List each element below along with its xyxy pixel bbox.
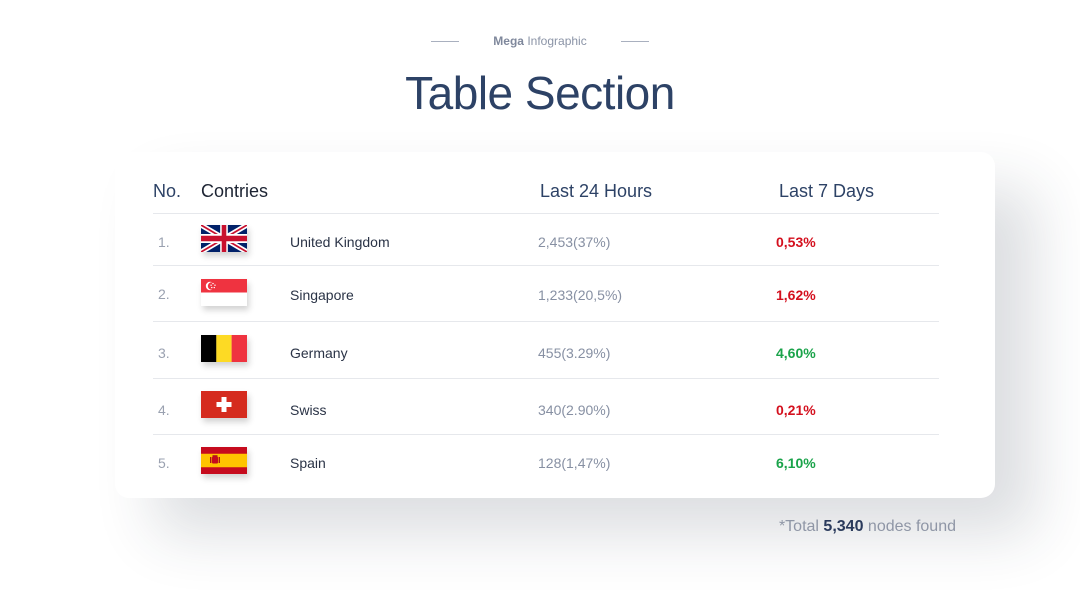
last7-value: 6,10%: [776, 455, 816, 471]
kicker-strong: Mega: [493, 34, 524, 48]
last24-value: 2,453(37%): [538, 234, 611, 250]
total-value: 5,340: [823, 518, 864, 535]
page-title: Table Section: [405, 67, 675, 119]
col-header-countries: Contries: [201, 181, 269, 201]
belgium-flag-icon: [201, 335, 247, 362]
last24-value: 1,233(20,5%): [538, 287, 623, 303]
col-header-last24: Last 24 Hours: [540, 181, 653, 201]
kicker-right-divider: [620, 40, 649, 42]
total-suffix: nodes found: [863, 518, 956, 535]
country-name: Singapore: [290, 287, 354, 303]
kicker-rest: Infographic: [527, 34, 587, 48]
last7-value: 0,53%: [776, 234, 816, 250]
table-header: No. Contries Last 24 Hours Last 7 Days: [153, 168, 939, 214]
uk-flag-icon: [201, 225, 247, 252]
table-card: [115, 152, 995, 498]
last24-value: 128(1,47%): [538, 455, 611, 471]
row-number: 5.: [158, 455, 170, 471]
table-row: 5. Spain 128(1,47%) 6,10%: [153, 435, 939, 491]
spain-flag-icon: [201, 447, 247, 474]
country-name: Germany: [290, 345, 348, 361]
country-name: United Kingdom: [290, 234, 390, 250]
singapore-flag-icon: [201, 279, 247, 306]
row-number: 2.: [158, 286, 170, 302]
total-summary: *Total 5,340 nodes found: [779, 518, 956, 536]
country-name: Swiss: [290, 402, 327, 418]
last7-value: 4,60%: [776, 345, 816, 361]
table-row: 4. Swiss 340(2.90%) 0,21%: [153, 379, 939, 435]
kicker: Mega Infographic: [0, 34, 1080, 48]
last7-value: 1,62%: [776, 287, 816, 303]
last24-value: 455(3.29%): [538, 345, 611, 361]
country-name: Spain: [290, 455, 326, 471]
kicker-text: Mega Infographic: [493, 34, 586, 48]
total-prefix: *Total: [778, 518, 824, 535]
data-table: No. Contries Last 24 Hours Last 7 Days 1…: [153, 168, 939, 491]
row-number: 1.: [158, 234, 170, 250]
row-number: 3.: [158, 345, 170, 361]
last7-value: 0,21%: [776, 402, 816, 418]
table-row: 1. United Kingdom 2,453(37%) 0,53%: [153, 214, 939, 266]
last24-value: 340(2.90%): [538, 402, 611, 418]
table-row: 3. Germany 455(3.29%) 4,60%: [153, 322, 939, 379]
table-row: 2. Singapore 1,233(20,5%) 1,62%: [153, 266, 939, 322]
swiss-flag-icon: [201, 391, 247, 418]
row-number: 4.: [158, 402, 170, 418]
kicker-left-divider: [431, 40, 460, 42]
col-header-last7: Last 7 Days: [779, 181, 875, 201]
col-header-no: No.: [153, 181, 182, 201]
